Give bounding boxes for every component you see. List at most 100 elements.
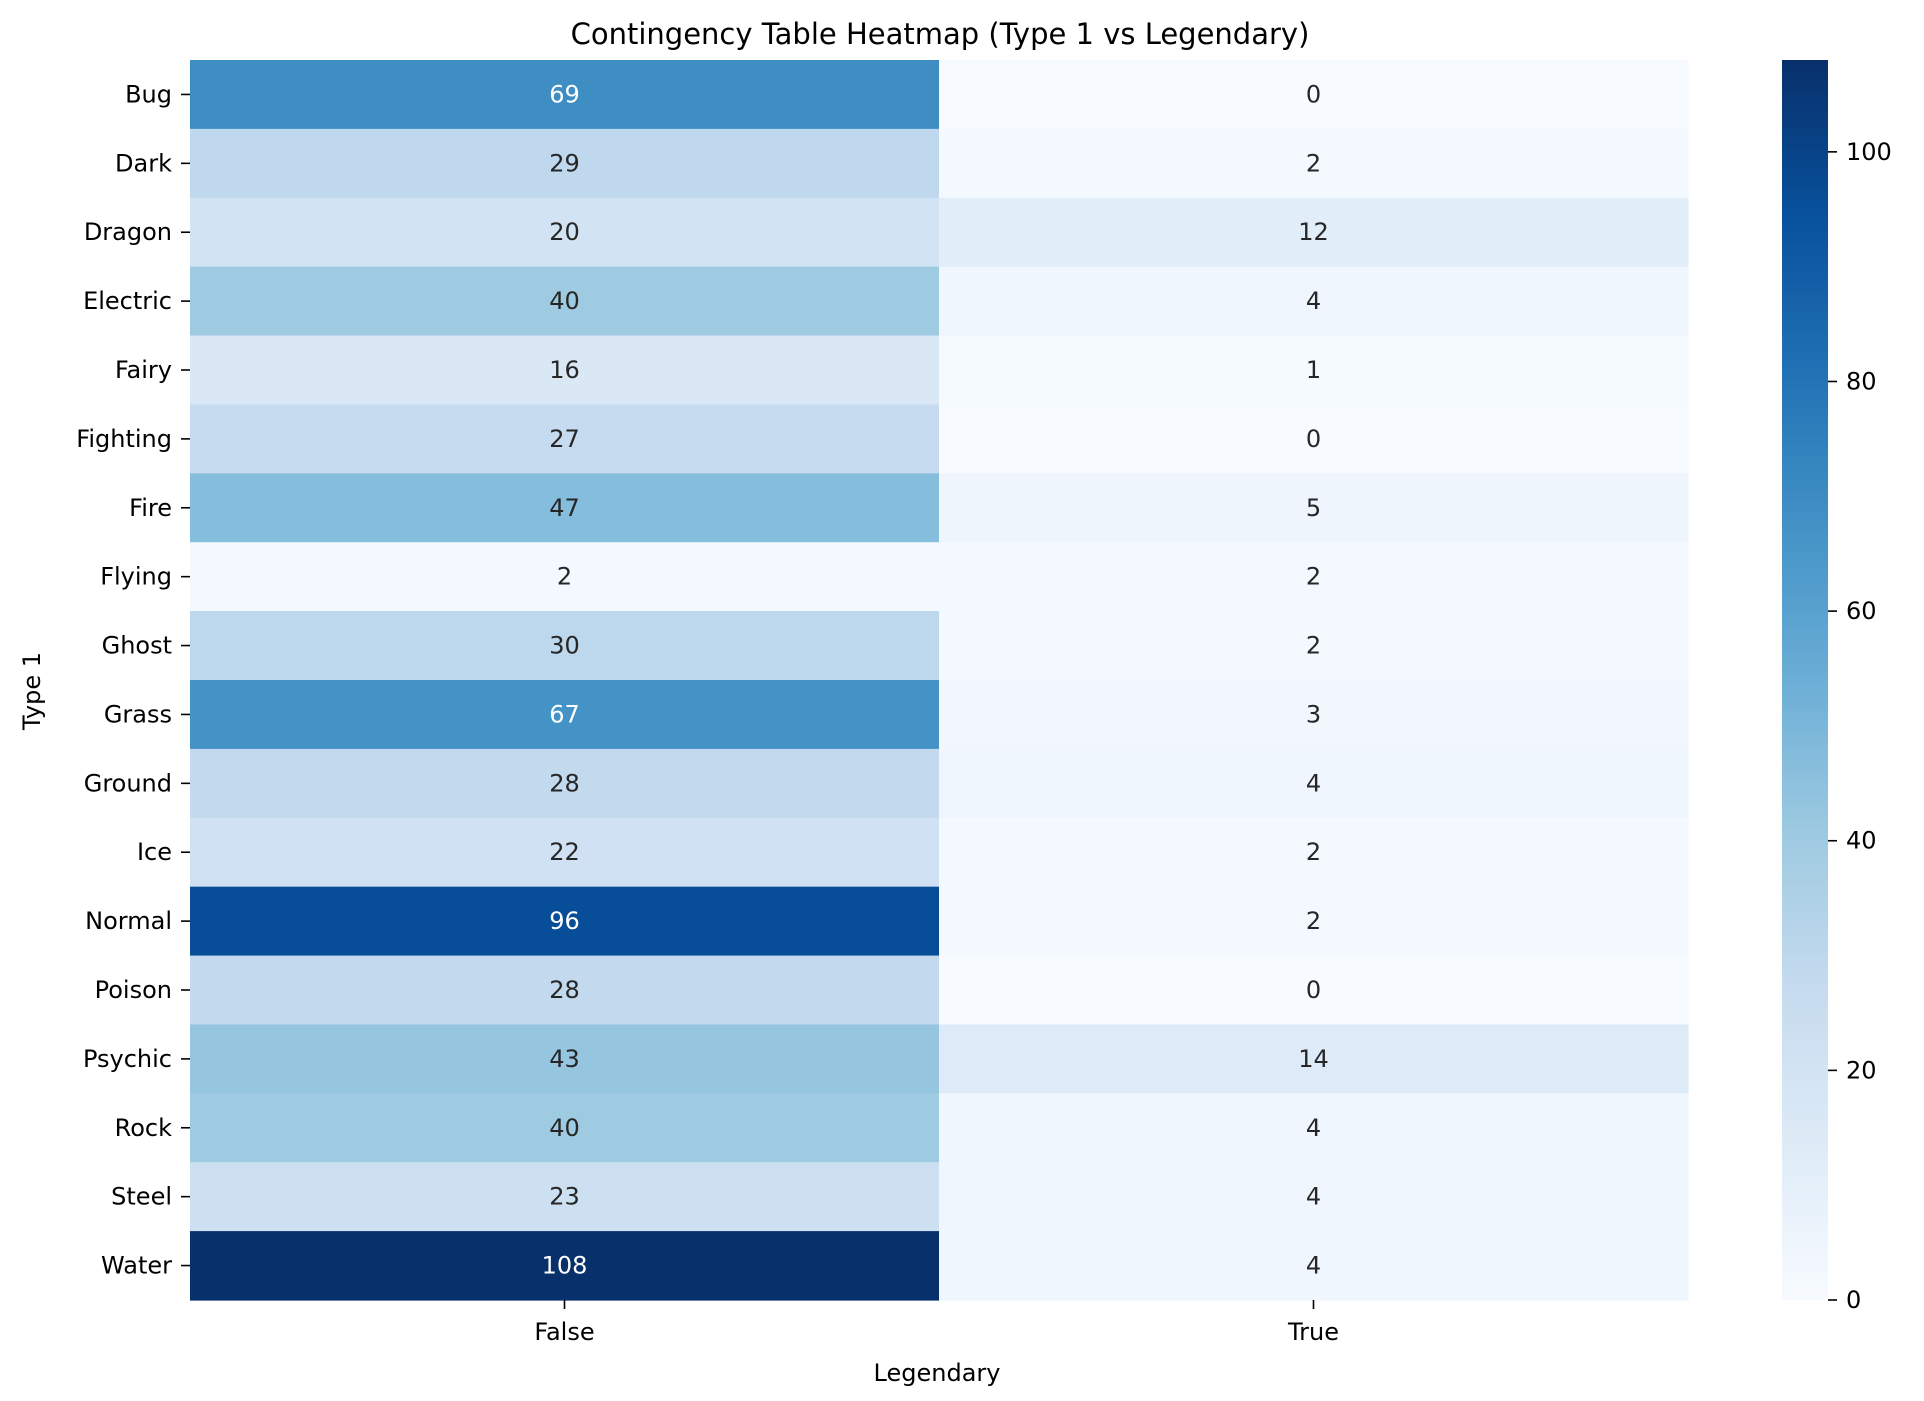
cell-value-label: 3 <box>1306 700 1321 728</box>
heatmap-cells <box>190 60 1689 1301</box>
heatmap-cell <box>939 611 1689 681</box>
x-tick-label: False <box>534 1318 594 1346</box>
cell-value-label: 2 <box>557 563 572 591</box>
cell-value-label: 4 <box>1306 287 1321 315</box>
cell-value-label: 43 <box>549 1045 580 1073</box>
y-tick-label: Ghost <box>102 632 172 660</box>
x-axis: False True <box>534 1300 1339 1346</box>
heatmap-cell <box>190 404 940 474</box>
cell-value-label: 47 <box>549 494 580 522</box>
heatmap-cell <box>939 335 1689 406</box>
heatmap-cell <box>190 1162 940 1232</box>
colorbar-gradient <box>1782 60 1828 1300</box>
heatmap-cell <box>190 680 940 750</box>
cell-value-label: 4 <box>1306 1114 1321 1142</box>
cell-value-label: 0 <box>1306 425 1321 453</box>
cell-value-label: 40 <box>549 1114 580 1142</box>
heatmap-cell <box>939 817 1689 888</box>
y-tick-label: Fairy <box>115 356 172 384</box>
cell-value-label: 108 <box>542 1252 588 1280</box>
cell-value-label: 12 <box>1298 218 1329 246</box>
heatmap-cell <box>190 128 940 199</box>
y-tick-label: Rock <box>115 1114 172 1142</box>
y-tick-label: Flying <box>100 563 172 591</box>
y-tick-label: Poison <box>95 976 172 1004</box>
cell-value-label: 22 <box>549 838 580 866</box>
heatmap-cell <box>190 1024 940 1094</box>
heatmap-cell <box>190 266 940 337</box>
y-axis-label: Type 1 <box>18 652 46 731</box>
cell-value-label: 20 <box>549 218 580 246</box>
heatmap-cell <box>939 886 1689 957</box>
y-axis: Bug Dark Dragon Electric Fairy Fighting Fire Fl… <box>76 80 190 1280</box>
y-tick-label: Ice <box>137 838 172 866</box>
cell-value-label: 30 <box>549 632 580 660</box>
cell-value-label: 29 <box>549 149 580 177</box>
heatmap-cell <box>939 197 1689 268</box>
heatmap-cell <box>190 817 940 888</box>
cell-value-label: 4 <box>1306 1252 1321 1280</box>
cell-value-label: 14 <box>1298 1045 1329 1073</box>
y-tick-label: Normal <box>85 907 172 935</box>
heatmap-cell <box>190 886 940 957</box>
colorbar-tick-label: 80 <box>1846 367 1877 395</box>
heatmap-cell <box>190 60 940 130</box>
colorbar-tick-label: 60 <box>1846 597 1877 625</box>
y-tick-label: Steel <box>111 1183 172 1211</box>
y-tick-label: Fighting <box>76 425 172 453</box>
colorbar: 0 20 40 60 80 100 <box>1782 60 1892 1314</box>
heatmap-cell <box>190 748 940 819</box>
heatmap-cell <box>939 128 1689 199</box>
heatmap-cell <box>190 1231 940 1301</box>
chart-title: Contingency Table Heatmap (Type 1 vs Leg… <box>571 17 1310 51</box>
cell-value-label: 28 <box>549 769 580 797</box>
colorbar-tick-label: 0 <box>1846 1286 1861 1314</box>
cell-value-label: 40 <box>549 287 580 315</box>
x-tick-label: True <box>1287 1318 1339 1346</box>
y-tick-label: Dragon <box>84 218 172 246</box>
cell-value-label: 2 <box>1306 907 1321 935</box>
cell-value-label: 28 <box>549 976 580 1004</box>
heatmap-cell <box>190 335 940 406</box>
cell-value-label: 2 <box>1306 149 1321 177</box>
cell-value-label: 67 <box>549 700 580 728</box>
heatmap-cell <box>190 611 940 681</box>
colorbar-tick-label: 20 <box>1846 1056 1877 1084</box>
cell-value-label: 5 <box>1306 494 1321 522</box>
y-tick-label: Psychic <box>83 1045 172 1073</box>
y-tick-label: Fire <box>129 494 172 522</box>
heatmap-cell <box>939 473 1689 543</box>
heatmap-cell <box>939 748 1689 819</box>
heatmap-cell <box>939 404 1689 474</box>
heatmap-cell <box>939 1231 1689 1301</box>
y-tick-label: Electric <box>83 287 172 315</box>
y-tick-label: Bug <box>125 80 172 108</box>
heatmap-cell <box>939 1093 1689 1163</box>
cell-value-label: 1 <box>1306 356 1321 384</box>
cell-value-label: 2 <box>1306 563 1321 591</box>
heatmap-cell <box>190 197 940 268</box>
heatmap-cell <box>939 266 1689 337</box>
y-tick-label: Ground <box>84 769 172 797</box>
cell-value-label: 4 <box>1306 1183 1321 1211</box>
cell-value-label: 23 <box>549 1183 580 1211</box>
heatmap-cell <box>190 473 940 543</box>
cell-value-label: 0 <box>1306 976 1321 1004</box>
heatmap-cell <box>939 680 1689 750</box>
colorbar-tick-label: 100 <box>1846 138 1892 166</box>
cell-value-label: 96 <box>549 907 580 935</box>
x-axis-label: Legendary <box>874 1359 1001 1387</box>
heatmap-cell <box>939 955 1689 1026</box>
y-tick-label: Water <box>101 1252 172 1280</box>
heatmap-cell <box>939 542 1689 612</box>
cell-value-label: 2 <box>1306 632 1321 660</box>
heatmap-cell <box>939 60 1689 130</box>
heatmap-cell <box>190 1093 940 1163</box>
cell-value-label: 2 <box>1306 838 1321 866</box>
heatmap-cell <box>190 955 940 1026</box>
cell-value-label: 16 <box>549 356 580 384</box>
heatmap-cell <box>939 1024 1689 1094</box>
